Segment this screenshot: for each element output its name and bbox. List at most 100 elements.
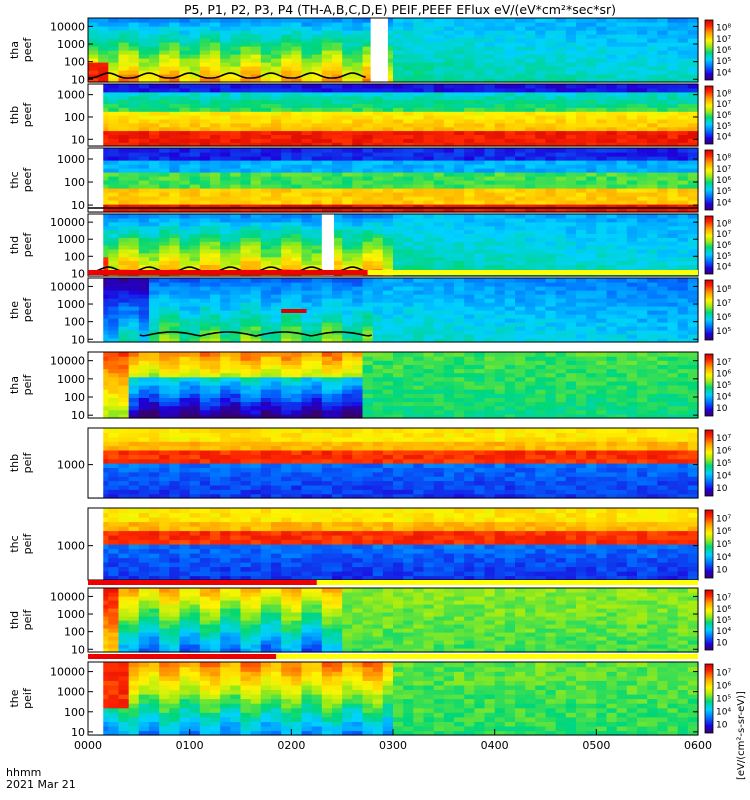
heat-cell — [525, 26, 536, 31]
heat-cell — [444, 172, 455, 177]
heat-cell — [139, 290, 150, 295]
heat-cell — [505, 100, 516, 105]
heat-cell — [576, 200, 587, 205]
heat-cell — [403, 156, 414, 161]
colorbar-tick-label: 10⁵ — [716, 252, 731, 262]
heat-cell — [302, 245, 313, 250]
heat-cell — [505, 188, 516, 193]
heat-cell — [474, 278, 485, 283]
heat-cell — [363, 107, 374, 112]
heat-cell — [230, 88, 241, 93]
heat-cell — [383, 103, 394, 108]
y-tick-label: 1000 — [57, 153, 85, 166]
heat-cell — [607, 184, 618, 189]
heat-cell — [230, 38, 241, 43]
heat-cell — [515, 298, 526, 303]
heat-cell — [627, 34, 638, 39]
heat-cell — [678, 160, 689, 165]
heat-cell — [108, 164, 119, 169]
heat-cell — [515, 50, 526, 55]
heat-cell — [464, 134, 475, 139]
heat-cell — [535, 74, 546, 79]
heat-cell — [566, 218, 577, 223]
heat-cell — [515, 200, 526, 205]
heat-cell — [586, 119, 597, 124]
heat-cell — [413, 119, 424, 124]
heat-cell — [200, 84, 211, 89]
heat-cell — [373, 230, 384, 235]
heat-cell — [241, 302, 252, 307]
heat-cell — [281, 88, 292, 93]
heat-cell — [352, 318, 363, 323]
heat-cell — [678, 74, 689, 79]
heat-cell — [312, 168, 323, 173]
heat-cell — [251, 107, 262, 112]
heat-cell — [556, 264, 567, 269]
heat-cell — [657, 314, 668, 319]
heat-cell — [403, 74, 414, 79]
heat-cell — [566, 233, 577, 238]
heat-cell — [657, 123, 668, 128]
heat-cell — [261, 322, 272, 327]
heat-cell — [576, 54, 587, 59]
heat-cell — [535, 38, 546, 43]
heat-cell — [434, 237, 445, 242]
heat-cell — [505, 119, 516, 124]
heat-cell — [525, 314, 536, 319]
heat-cell — [688, 100, 699, 105]
heat-cell — [525, 298, 536, 303]
heat-cell — [454, 103, 465, 108]
heat-cell — [403, 180, 414, 185]
heat-cell — [444, 230, 455, 235]
heat-cell — [607, 22, 618, 27]
heat-cell — [241, 30, 252, 35]
heat-cell — [556, 184, 567, 189]
heat-cell — [190, 298, 201, 303]
heat-cell — [424, 148, 435, 153]
heat-cell — [129, 306, 140, 311]
heat-cell — [322, 172, 333, 177]
heat-cell — [647, 54, 658, 59]
heat-cell — [200, 222, 211, 227]
heat-cell — [322, 92, 333, 97]
heat-cell — [220, 282, 231, 287]
heat-cell — [556, 282, 567, 287]
heat-cell — [495, 200, 506, 205]
heat-cell — [505, 261, 516, 266]
heat-cell — [505, 168, 516, 173]
heat-cell — [657, 214, 668, 219]
heat-cell — [210, 298, 221, 303]
heat-cell — [271, 314, 282, 319]
heat-cell — [210, 156, 221, 161]
heat-cell — [637, 245, 648, 250]
heat-cell — [474, 237, 485, 242]
heat-cell — [586, 42, 597, 47]
heat-cell — [464, 54, 475, 59]
heat-cell — [505, 200, 516, 205]
heat-cell — [251, 233, 262, 238]
heat-cell — [444, 294, 455, 299]
heat-cell — [230, 172, 241, 177]
heat-cell — [363, 134, 374, 139]
heat-cell — [546, 30, 557, 35]
heat-cell — [678, 282, 689, 287]
heat-cell — [495, 264, 506, 269]
heat-cell — [637, 237, 648, 242]
heat-cell — [647, 180, 658, 185]
heat-cell — [322, 302, 333, 307]
heat-cell — [332, 184, 343, 189]
heat-cell — [424, 42, 435, 47]
heat-cell — [576, 107, 587, 112]
heat-cell — [108, 334, 119, 339]
heat-cell — [505, 34, 516, 39]
heat-cell — [688, 62, 699, 67]
heat-cell — [454, 92, 465, 97]
heat-cell — [383, 218, 394, 223]
colorbar-tick-label: 10⁷ — [716, 100, 731, 110]
heat-cell — [403, 253, 414, 257]
heat-cell — [495, 58, 506, 63]
heat-cell — [220, 302, 231, 307]
heat-cell — [210, 334, 221, 339]
heat-cell — [546, 26, 557, 31]
